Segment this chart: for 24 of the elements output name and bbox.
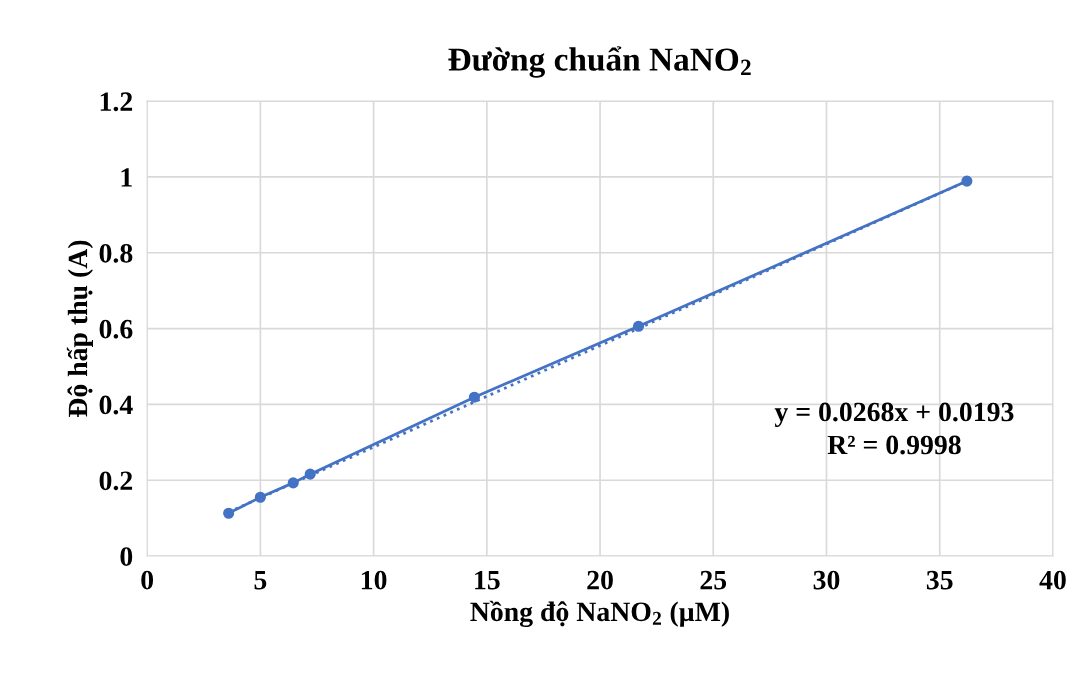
y-tick-label: 0.2 <box>99 471 133 491</box>
x-tick-label: 20 <box>587 570 613 590</box>
x-tick-label: 5 <box>254 571 267 590</box>
x-tick-label: 40 <box>1039 570 1066 590</box>
x-tick-label: 15 <box>475 570 500 590</box>
point <box>961 175 973 187</box>
y-tick-label: 1.2 <box>100 92 133 112</box>
annotation: y = 0.0268x + 0.0193 R² = 0.9998 <box>774 402 1014 455</box>
x-tick-label: 25 <box>700 570 727 590</box>
y-axis-title: Độ hấp thụ (A) <box>66 240 93 418</box>
y-tick-label: 0.4 <box>99 395 133 415</box>
chart-title: Đường chuẩn NaNO$_{2}$ <box>448 46 751 78</box>
x-tick-label: 10 <box>361 570 387 590</box>
y-tick-label: 1 <box>121 168 132 187</box>
x-axis-title: Nồng độ NaNO$_{2}$ (µM) <box>470 600 729 628</box>
x-tick-label: 35 <box>926 570 953 590</box>
y-tick-label: 0.8 <box>99 243 133 263</box>
y-tick-label: 0 <box>120 547 133 566</box>
point <box>632 320 645 332</box>
point <box>223 507 235 519</box>
x-tick-label: 30 <box>813 570 840 590</box>
point <box>468 391 480 403</box>
y-tick-label: 0.6 <box>99 319 133 339</box>
x-tick-label: 0 <box>141 570 154 590</box>
